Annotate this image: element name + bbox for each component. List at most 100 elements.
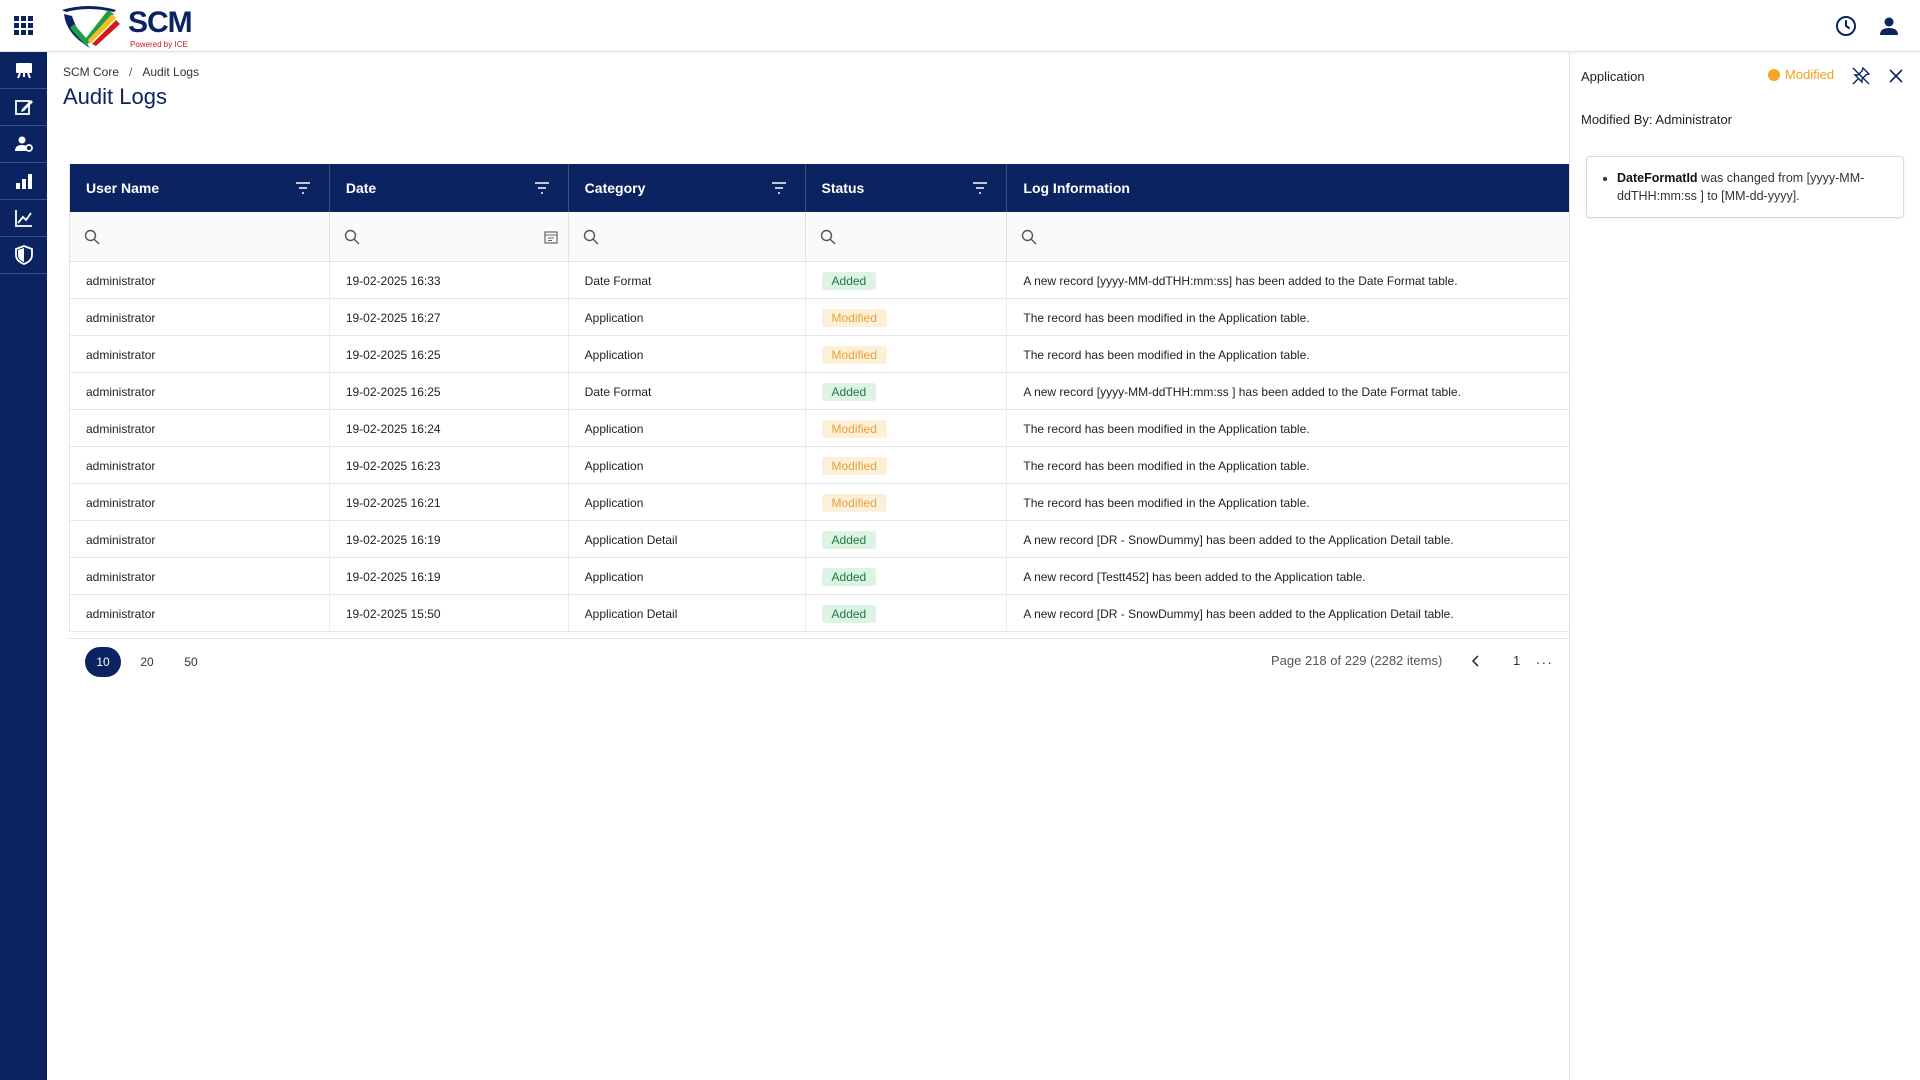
column-header-date[interactable]: Date: [330, 164, 569, 212]
status-badge: Modified: [821, 419, 887, 438]
close-icon[interactable]: [1888, 68, 1904, 84]
cell-status: Modified: [806, 447, 1008, 484]
search-icon: [1022, 229, 1037, 245]
cell-user-name: administrator: [70, 410, 330, 447]
panel-status-label: Modified: [1785, 67, 1835, 82]
user-name-search-input[interactable]: [70, 212, 330, 262]
scm-logo[interactable]: SCM Powered by ICE: [58, 2, 198, 50]
sidebar-item-edit[interactable]: [0, 89, 47, 126]
filter-icon[interactable]: [972, 181, 988, 195]
status-search-input[interactable]: [806, 212, 1008, 262]
column-header-category[interactable]: Category: [569, 164, 806, 212]
cell-status: Added: [806, 373, 1008, 410]
page-number-button[interactable]: 1: [1513, 653, 1521, 668]
cell-status: Modified: [806, 336, 1008, 373]
cell-category: Application: [569, 410, 806, 447]
logo-text: SCM: [128, 6, 193, 39]
status-dot-icon: [1768, 68, 1780, 81]
user-profile-icon[interactable]: [1877, 14, 1901, 38]
column-header-user-name[interactable]: User Name: [70, 164, 330, 212]
top-bar: SCM Powered by ICE: [0, 0, 1920, 52]
sidebar-item-shield[interactable]: [0, 237, 47, 274]
pager: 10 20 50 Page 218 of 229 (2282 items) 1 …: [69, 638, 1569, 682]
log-information-search-input[interactable]: [1007, 212, 1569, 262]
status-badge: Modified: [821, 345, 887, 364]
status-badge: Added: [821, 604, 877, 623]
sidebar-item-bar-chart[interactable]: [0, 163, 47, 200]
sidebar-item-presentation[interactable]: [0, 52, 47, 89]
breadcrumb-root[interactable]: SCM Core: [63, 65, 120, 79]
table-row[interactable]: administrator 19-02-2025 16:24 Applicati…: [70, 410, 1569, 447]
cell-date: 19-02-2025 16:27: [330, 299, 569, 336]
page-info: Page 218 of 229 (2282 items): [1271, 653, 1443, 668]
chevron-left-icon[interactable]: [1469, 654, 1483, 668]
page-more-button[interactable]: ...: [1536, 651, 1554, 667]
cell-status: Added: [806, 595, 1008, 632]
table-row[interactable]: administrator 19-02-2025 16:33 Date Form…: [70, 262, 1569, 299]
bar-chart-icon: [15, 174, 32, 189]
cell-log-information: The record has been modified in the Appl…: [1023, 458, 1310, 473]
panel-title: Application: [1581, 69, 1645, 84]
cell-log-information: The record has been modified in the Appl…: [1023, 495, 1310, 510]
category-search-input[interactable]: [569, 212, 806, 262]
cell-log-information: The record has been modified in the Appl…: [1023, 421, 1310, 436]
date-search-input[interactable]: [330, 212, 569, 262]
cell-log-information: A new record [yyyy-MM-ddTHH:mm:ss] has b…: [1023, 273, 1458, 288]
breadcrumb-current: Audit Logs: [142, 65, 200, 79]
cell-user-name: administrator: [70, 373, 330, 410]
log-detail-panel: Application Modified Modified By: Admini…: [1569, 52, 1920, 1080]
page-size-20-button[interactable]: 20: [140, 655, 154, 669]
sidebar-item-trend-chart[interactable]: [0, 200, 47, 237]
table-row[interactable]: administrator 19-02-2025 16:23 Applicati…: [70, 447, 1569, 484]
panel-status-badge: Modified: [1768, 67, 1834, 82]
cell-user-name: administrator: [70, 484, 330, 521]
status-badge: Modified: [821, 493, 887, 512]
page-title: Audit Logs: [63, 84, 167, 109]
table-row[interactable]: administrator 19-02-2025 16:21 Applicati…: [70, 484, 1569, 521]
cell-log-information: A new record [Testt452] has been added t…: [1023, 569, 1366, 584]
cell-category: Application: [569, 299, 806, 336]
filter-icon[interactable]: [295, 181, 311, 195]
status-badge: Added: [821, 271, 877, 290]
sidebar-item-user-settings[interactable]: [0, 126, 47, 163]
cell-user-name: administrator: [70, 336, 330, 373]
change-detail-card: DateFormatId was changed from [yyyy-MM-d…: [1586, 156, 1904, 218]
cell-category: Application Detail: [569, 521, 806, 558]
status-badge: Added: [821, 567, 877, 586]
cell-date: 19-02-2025 16:21: [330, 484, 569, 521]
cell-user-name: administrator: [70, 262, 330, 299]
status-badge: Modified: [821, 456, 887, 475]
cell-date: 19-02-2025 16:23: [330, 447, 569, 484]
table-row[interactable]: administrator 19-02-2025 16:25 Applicati…: [70, 336, 1569, 373]
filter-icon[interactable]: [771, 181, 787, 195]
search-icon: [84, 229, 100, 245]
user-settings-icon: [14, 136, 33, 152]
apps-grid-icon[interactable]: [14, 16, 34, 36]
calendar-icon[interactable]: [544, 230, 558, 244]
cell-status: Modified: [806, 299, 1008, 336]
cell-date: 19-02-2025 16:33: [330, 262, 569, 299]
cell-category: Application: [569, 336, 806, 373]
page-size-10-button[interactable]: 10: [85, 647, 121, 677]
cell-date: 19-02-2025 15:50: [330, 595, 569, 632]
modified-by-label: Modified By: Administrator: [1581, 112, 1733, 127]
filter-icon[interactable]: [534, 181, 550, 195]
table-row[interactable]: administrator 19-02-2025 15:50 Applicati…: [70, 595, 1569, 632]
column-header-status[interactable]: Status: [806, 164, 1008, 212]
breadcrumb: SCM Core / Audit Logs: [63, 65, 199, 79]
page-size-50-button[interactable]: 50: [184, 655, 198, 669]
cell-date: 19-02-2025 16:25: [330, 336, 569, 373]
table-row[interactable]: administrator 19-02-2025 16:19 Applicati…: [70, 521, 1569, 558]
unpin-icon[interactable]: [1852, 67, 1870, 85]
cell-status: Added: [806, 558, 1008, 595]
table-row[interactable]: administrator 19-02-2025 16:27 Applicati…: [70, 299, 1569, 336]
column-header-log-information[interactable]: Log Information: [1023, 180, 1130, 196]
cell-category: Application Detail: [569, 595, 806, 632]
cell-status: Added: [806, 262, 1008, 299]
cell-user-name: administrator: [70, 447, 330, 484]
table-row[interactable]: administrator 19-02-2025 16:25 Date Form…: [70, 373, 1569, 410]
history-clock-icon[interactable]: [1834, 14, 1858, 38]
cell-user-name: administrator: [70, 595, 330, 632]
change-field-name: DateFormatId: [1617, 171, 1698, 185]
table-row[interactable]: administrator 19-02-2025 16:19 Applicati…: [70, 558, 1569, 595]
